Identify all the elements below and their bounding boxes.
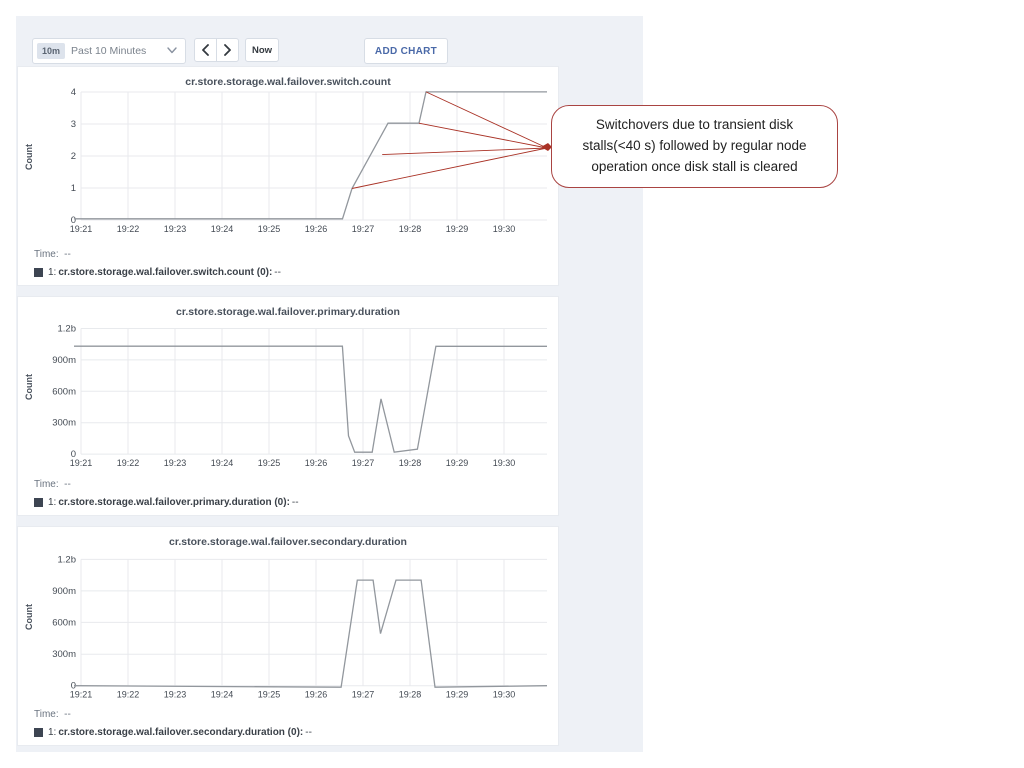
svg-text:19:29: 19:29 — [446, 224, 469, 234]
svg-text:19:26: 19:26 — [305, 458, 328, 468]
svg-text:19:24: 19:24 — [211, 690, 234, 700]
svg-text:300m: 300m — [52, 649, 76, 660]
svg-text:19:21: 19:21 — [70, 458, 93, 468]
svg-text:19:28: 19:28 — [399, 690, 422, 700]
svg-text:600m: 600m — [52, 386, 76, 397]
svg-text:2: 2 — [71, 151, 76, 162]
svg-text:19:21: 19:21 — [70, 690, 93, 700]
svg-text:19:25: 19:25 — [258, 224, 281, 234]
svg-text:19:30: 19:30 — [493, 690, 516, 700]
svg-text:19:29: 19:29 — [446, 690, 469, 700]
svg-text:19:25: 19:25 — [258, 690, 281, 700]
svg-text:19:24: 19:24 — [211, 224, 234, 234]
svg-text:300m: 300m — [52, 418, 76, 429]
svg-text:19:27: 19:27 — [352, 690, 375, 700]
svg-text:1.2b: 1.2b — [58, 554, 77, 565]
svg-text:19:23: 19:23 — [164, 690, 187, 700]
svg-text:1.2b: 1.2b — [58, 324, 77, 335]
svg-text:19:27: 19:27 — [352, 224, 375, 234]
svg-text:19:25: 19:25 — [258, 458, 281, 468]
svg-text:19:30: 19:30 — [493, 458, 516, 468]
svg-text:4: 4 — [71, 87, 76, 98]
svg-text:1: 1 — [71, 183, 76, 194]
svg-text:600m: 600m — [52, 617, 76, 628]
svg-text:19:22: 19:22 — [117, 224, 140, 234]
svg-text:19:23: 19:23 — [164, 224, 187, 234]
svg-text:900m: 900m — [52, 586, 76, 597]
svg-text:19:28: 19:28 — [399, 224, 422, 234]
svg-text:19:26: 19:26 — [305, 224, 328, 234]
svg-text:19:22: 19:22 — [117, 458, 140, 468]
svg-text:19:24: 19:24 — [211, 458, 234, 468]
svg-text:19:28: 19:28 — [399, 458, 422, 468]
svg-text:19:30: 19:30 — [493, 224, 516, 234]
svg-text:3: 3 — [71, 119, 76, 130]
svg-text:19:27: 19:27 — [352, 458, 375, 468]
svg-text:19:29: 19:29 — [446, 458, 469, 468]
svg-text:19:21: 19:21 — [70, 224, 93, 234]
svg-text:900m: 900m — [52, 355, 76, 366]
svg-text:19:23: 19:23 — [164, 458, 187, 468]
svg-text:19:22: 19:22 — [117, 690, 140, 700]
svg-text:19:26: 19:26 — [305, 690, 328, 700]
